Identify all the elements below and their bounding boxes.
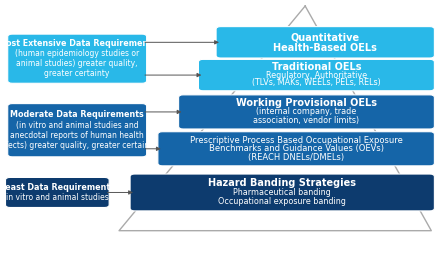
Text: Quantitative: Quantitative [291,32,360,42]
Text: animal studies) greater quality,: animal studies) greater quality, [16,59,138,68]
Text: anecdotal reports of human health: anecdotal reports of human health [10,131,144,140]
FancyBboxPatch shape [7,34,147,83]
Text: (in vitro and animal studies and: (in vitro and animal studies and [16,121,138,129]
FancyBboxPatch shape [198,60,434,91]
FancyBboxPatch shape [6,177,109,207]
Text: (human epidemiology studies or: (human epidemiology studies or [15,49,139,58]
Text: greater certainty: greater certainty [45,69,110,78]
Text: effects) greater quality, greater certainty: effects) greater quality, greater certai… [0,141,157,150]
Text: (REACH DNELs/DMELs): (REACH DNELs/DMELs) [248,153,344,162]
FancyBboxPatch shape [158,132,434,166]
Text: Working Provisional OELs: Working Provisional OELs [236,98,377,108]
Text: Traditional OELs: Traditional OELs [272,62,361,72]
FancyBboxPatch shape [130,174,434,211]
Text: (TLVs, MAKs, WEELs, PELs, RELs): (TLVs, MAKs, WEELs, PELs, RELs) [252,78,381,87]
Text: Pharmaceutical banding: Pharmaceutical banding [233,188,331,197]
Text: (in vitro and animal studies): (in vitro and animal studies) [3,193,112,202]
Text: Least Data Requirements: Least Data Requirements [0,183,115,192]
Text: Most Extensive Data Requirements: Most Extensive Data Requirements [0,39,157,48]
Text: Hazard Banding Strategies: Hazard Banding Strategies [208,178,356,188]
Text: Moderate Data Requirements: Moderate Data Requirements [10,110,144,119]
FancyBboxPatch shape [7,104,147,157]
Text: Regulatory, Authoritative: Regulatory, Authoritative [266,71,367,79]
Text: Prescriptive Process Based Occupational Exposure: Prescriptive Process Based Occupational … [190,136,403,145]
FancyBboxPatch shape [216,27,434,58]
Text: Benchmarks and Guidance Values (OEVs): Benchmarks and Guidance Values (OEVs) [209,144,384,153]
FancyBboxPatch shape [179,95,434,129]
Text: association, vendor limits): association, vendor limits) [254,116,359,125]
Text: Occupational exposure banding: Occupational exposure banding [218,197,346,206]
Text: Health-Based OELs: Health-Based OELs [273,43,377,52]
Text: (internal company, trade: (internal company, trade [256,108,357,116]
